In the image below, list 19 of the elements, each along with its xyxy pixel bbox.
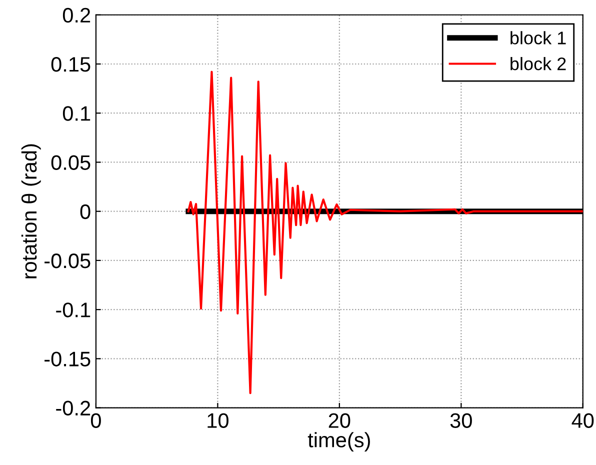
y-tick-label: -0.05 (44, 253, 90, 268)
legend-label: block 1 (510, 31, 566, 44)
y-axis-title: rotation θ (rad) (21, 144, 41, 278)
x-axis-title: time(s) (308, 432, 370, 452)
x-tick-label: 30 (450, 413, 472, 428)
x-tick-label: 0 (90, 413, 101, 428)
y-tick-label: 0.2 (62, 8, 90, 23)
legend-label: block 2 (510, 56, 566, 70)
y-tick-label: 0.05 (51, 155, 90, 170)
line-series (187, 70, 583, 394)
x-tick-label: 40 (572, 413, 594, 428)
y-tick-label: -0.15 (44, 352, 90, 366)
y-tick-label: 0 (80, 204, 90, 220)
y-tick-label: 0.1 (62, 106, 90, 121)
x-tick-label: 10 (208, 413, 228, 428)
y-tick-label: -0.2 (56, 400, 90, 416)
y-tick-label: 0.15 (51, 56, 90, 72)
y-tick-label: -0.1 (56, 302, 90, 318)
x-tick-label: 20 (328, 413, 350, 428)
